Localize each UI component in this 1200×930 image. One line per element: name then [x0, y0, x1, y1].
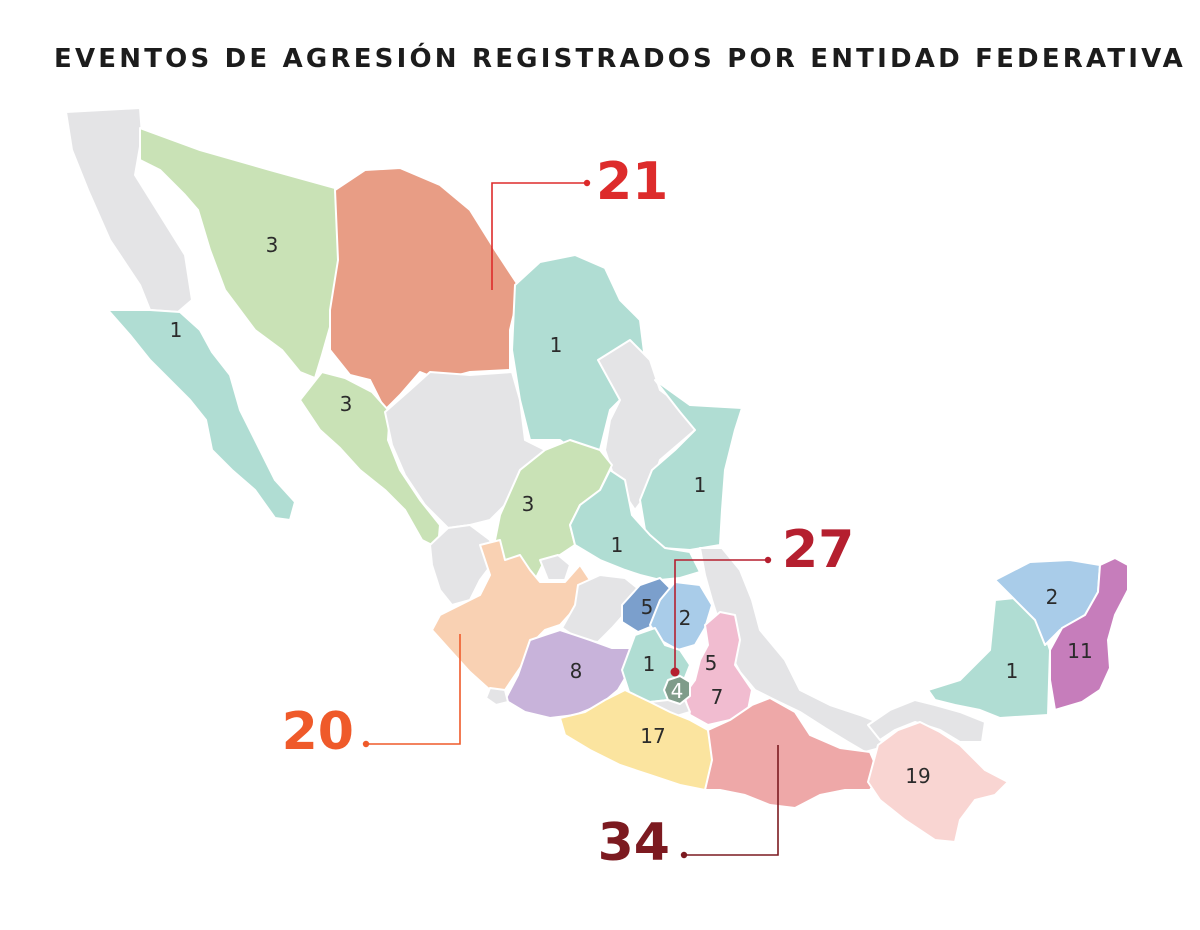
label-sonora: 3 [266, 233, 279, 257]
state-aguascalientes [539, 554, 571, 581]
label-nuevo-leon: 1 [550, 333, 563, 357]
state-tabasco [867, 699, 986, 743]
label-guerrero: 17 [640, 724, 665, 748]
label-campeche: 1 [1006, 659, 1019, 683]
leader-dot-jalisco [362, 740, 370, 748]
leader-line-chihuahua [491, 182, 587, 290]
leader-line-oaxaca [684, 745, 779, 856]
callouts: 21 27 20 34 [282, 152, 855, 873]
label-bcs: 1 [170, 318, 183, 342]
label-hidalgo: 2 [679, 606, 692, 630]
label-sinaloa: 3 [340, 392, 353, 416]
label-zacatecas: 3 [522, 492, 535, 516]
leader-dot-oaxaca [680, 851, 688, 859]
state-baja-california [65, 107, 193, 313]
leader-dot-veracruz-end [764, 556, 772, 564]
state-sinaloa [299, 371, 441, 549]
callout-value-jalisco: 20 [282, 702, 354, 762]
state-nayarit [429, 524, 496, 606]
leader-dot-chihuahua [583, 179, 591, 187]
state-quintana-roo [1049, 557, 1129, 711]
callout-value-oaxaca: 34 [598, 813, 670, 873]
state-guanajuato [561, 574, 641, 643]
label-estado-de-mexico: 1 [643, 652, 656, 676]
state-cdmx [663, 675, 691, 705]
callout-value-chihuahua: 21 [596, 152, 668, 212]
label-queretaro: 5 [641, 595, 654, 619]
leader-line-jalisco [366, 634, 461, 745]
label-san-luis-potosi: 1 [611, 533, 624, 557]
callout-value-veracruz: 27 [782, 520, 854, 580]
callout-jalisco: 20 [282, 634, 461, 762]
callout-oaxaca: 34 [598, 745, 779, 873]
page-title: EVENTOS DE AGRESIÓN REGISTRADOS POR ENTI… [54, 44, 1187, 74]
label-yucatan: 2 [1046, 585, 1059, 609]
state-chiapas [867, 721, 1009, 843]
states-layer [65, 107, 1129, 843]
leader-dot-veracruz-origin [670, 667, 680, 677]
callout-veracruz: 27 [670, 520, 854, 677]
label-cdmx: 4 [671, 679, 684, 703]
label-chiapas: 19 [905, 764, 930, 788]
state-oaxaca [704, 697, 881, 809]
label-tamaulipas: 1 [694, 473, 707, 497]
label-quintana-roo: 11 [1067, 639, 1092, 663]
leader-line-veracruz [674, 559, 768, 672]
state-baja-california-sur [107, 309, 296, 521]
state-labels: 1 3 3 1 1 3 1 5 2 5 8 1 4 7 17 19 1 2 11 [170, 233, 1093, 788]
label-michoacan: 8 [570, 659, 583, 683]
state-colima [485, 687, 509, 706]
callout-chihuahua: 21 [491, 152, 668, 290]
label-puebla: 7 [711, 685, 724, 709]
label-tlaxcala: 5 [705, 651, 718, 675]
